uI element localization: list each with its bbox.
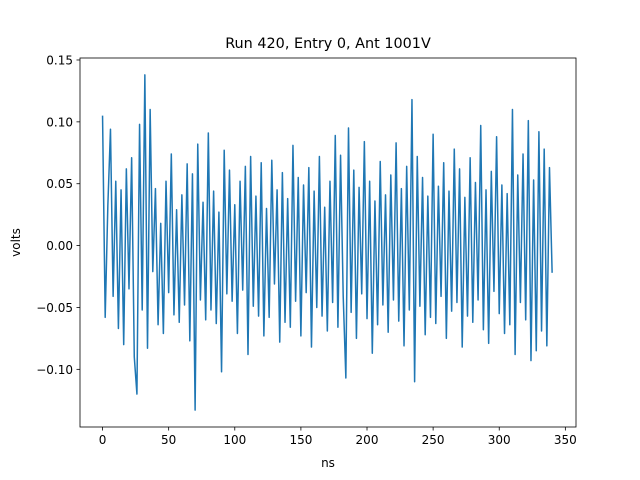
y-tick-label: −0.05 <box>36 301 73 315</box>
chart-title: Run 420, Entry 0, Ant 1001V <box>225 36 431 52</box>
data-line <box>101 74 553 411</box>
x-axis-label: ns <box>321 456 335 470</box>
x-tick-label: 350 <box>554 433 577 447</box>
x-tick-label: 250 <box>422 433 445 447</box>
y-tick-label: 0.10 <box>46 115 73 129</box>
y-tick-label: 0.05 <box>46 177 73 191</box>
x-tick-label: 50 <box>161 433 176 447</box>
y-tick-label: −0.10 <box>36 363 73 377</box>
y-axis-label: volts <box>9 228 23 257</box>
x-tick-label: 100 <box>223 433 246 447</box>
x-tick-label: 150 <box>289 433 312 447</box>
plot-frame <box>79 57 577 428</box>
x-tick-label: 200 <box>356 433 379 447</box>
y-tick-label: 0.00 <box>46 239 73 253</box>
x-tick-label: 0 <box>99 433 107 447</box>
x-tick-label: 300 <box>488 433 511 447</box>
y-tick-label: 0.15 <box>46 53 73 67</box>
